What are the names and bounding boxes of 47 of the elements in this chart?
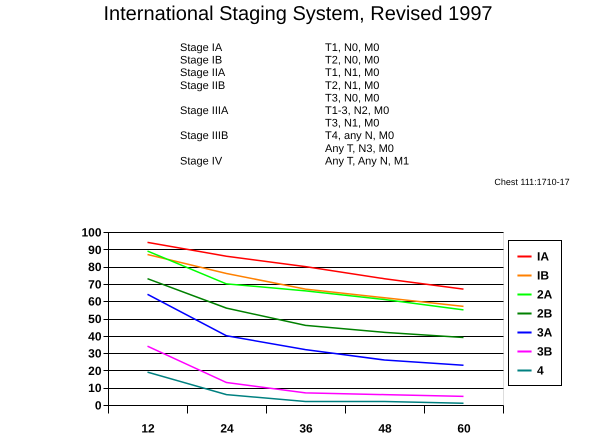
- line-series: [146, 242, 464, 290]
- y-tick-label: 70: [88, 277, 102, 292]
- text: Chest 111:1710-17: [494, 177, 570, 187]
- y-tick-label: 60: [88, 294, 102, 309]
- text: T1-3, N2, M0: [325, 105, 390, 117]
- text: Stage IB: [180, 54, 222, 67]
- legend-label: 3B: [537, 344, 553, 358]
- y-tick-label: 100: [81, 226, 102, 240]
- x-tick-label: 36: [299, 422, 313, 436]
- text: T2, N0, M0: [325, 54, 380, 67]
- legend-label: IA: [537, 250, 550, 264]
- y-tick-label: 80: [88, 260, 102, 274]
- x-tick-label: 60: [457, 422, 471, 436]
- y-tick-label: 10: [88, 381, 102, 396]
- text: T3, N0, M0: [325, 92, 380, 104]
- x-tick-label: 24: [220, 422, 234, 436]
- y-tick-label: 0: [94, 398, 102, 412]
- y-tick-label: 90: [88, 242, 102, 257]
- text: Stage IIIA: [180, 105, 229, 117]
- legend-label: 2A: [537, 288, 553, 302]
- chart-title: International Staging System, Revised 1997: [103, 3, 493, 25]
- text: T2, N1, M0: [325, 80, 380, 92]
- text: T4, any N, M0: [325, 130, 394, 142]
- text: T1, N0, M0: [325, 42, 380, 54]
- text: Stage IIA: [180, 67, 226, 80]
- x-tick-label: 12: [141, 422, 155, 436]
- y-tick-label: 30: [88, 346, 102, 361]
- x-tick-label: 48: [378, 422, 392, 436]
- line-series: [146, 345, 464, 398]
- legend-label: IB: [537, 268, 550, 282]
- text: Any T, N3, M0: [325, 142, 394, 155]
- text: Stage IV: [180, 155, 223, 168]
- text: Stage IIIB: [180, 130, 228, 142]
- line-series: [146, 278, 464, 338]
- y-tick-label: 20: [88, 364, 102, 378]
- text: Any T, Any N, M1: [325, 155, 410, 168]
- y-tick-label: 50: [88, 312, 102, 326]
- line-series: [146, 371, 464, 404]
- text: T3, N1, M0: [325, 118, 380, 130]
- legend-label: 2B: [537, 306, 553, 320]
- y-tick-label: 40: [88, 329, 102, 344]
- text: T1, N1, M0: [325, 67, 380, 80]
- line-series: [146, 294, 464, 366]
- text: Stage IIB: [180, 80, 226, 92]
- legend-label: 4: [537, 364, 544, 378]
- text: Stage IA: [180, 42, 223, 54]
- legend-label: 3A: [537, 326, 553, 340]
